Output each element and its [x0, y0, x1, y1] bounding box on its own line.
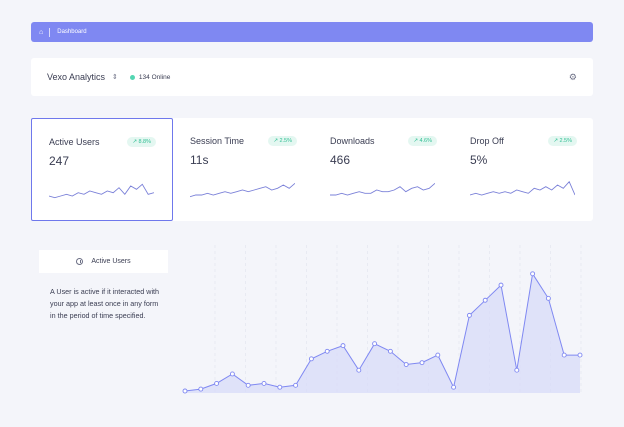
data-point: [577, 352, 583, 358]
online-indicator: 134 Online: [129, 73, 171, 81]
chart-area-fill: [185, 273, 580, 393]
metric-title: Session Time: [190, 136, 245, 146]
data-point: [387, 348, 393, 354]
data-point: [435, 352, 441, 358]
data-point: [482, 297, 488, 303]
online-dot-icon: [129, 74, 135, 80]
trend-badge: ↗ 8.8%: [127, 137, 156, 147]
chart-points: [182, 271, 583, 394]
metric-value: 247: [49, 154, 70, 168]
data-point: [277, 384, 283, 390]
online-count: 134 Online: [138, 73, 171, 81]
home-icon[interactable]: ⌂: [39, 28, 44, 36]
data-point: [403, 362, 409, 367]
metric-card-drop-off[interactable]: Drop Off ↗ 2.5% 5%: [453, 118, 593, 221]
tab-label: Active Users: [91, 258, 131, 265]
data-point: [530, 271, 536, 277]
sparkline-path: [190, 182, 295, 198]
breadcrumb-current: Dashboard: [57, 29, 87, 35]
metric-card-downloads[interactable]: Downloads ↗ 4.6% 466: [313, 118, 453, 221]
metric-card-session-time[interactable]: Session Time ↗ 2.5% 11s: [173, 118, 313, 221]
metric-title: Downloads: [330, 136, 375, 146]
data-point: [356, 367, 362, 373]
trend-badge: ↗ 4.6%: [408, 136, 437, 146]
data-point: [293, 382, 299, 388]
sparkline-path: [330, 182, 435, 196]
metric-card-active-users[interactable]: Active Users ↗ 8.8% 247: [31, 118, 173, 221]
data-point: [419, 360, 425, 366]
breadcrumb: ⌂ Dashboard: [31, 22, 593, 42]
data-point: [261, 380, 267, 386]
data-point: [308, 356, 314, 362]
data-point: [182, 388, 188, 394]
metric-value: 11s: [190, 153, 209, 167]
trend-badge: ↗ 2.5%: [548, 136, 577, 146]
chevron-updown-icon: ⇕: [112, 74, 118, 81]
data-point: [214, 380, 220, 386]
breadcrumb-separator: [49, 27, 51, 37]
data-point: [340, 343, 346, 349]
data-point: [451, 384, 457, 390]
tab-active-users[interactable]: Active Users: [39, 250, 168, 273]
data-point: [229, 371, 235, 377]
data-point: [514, 367, 520, 373]
chart-series-line: [184, 272, 580, 392]
data-point: [324, 348, 330, 354]
active-users-description: A User is active if it interacted with y…: [50, 287, 160, 320]
metrics-row: Active Users ↗ 8.8% 247 Session Time ↗ 2…: [31, 118, 593, 221]
app-selector[interactable]: Vexo Analytics ⇕: [47, 72, 118, 82]
trend-badge: ↗ 2.5%: [268, 136, 297, 146]
metric-title: Active Users: [49, 137, 100, 147]
sparkline: [190, 182, 295, 198]
sparkline-path: [470, 180, 575, 196]
sparkline: [49, 183, 154, 199]
data-point: [245, 382, 251, 388]
toolbar: Vexo Analytics ⇕ 134 Online ⚙: [31, 58, 593, 96]
data-point: [198, 386, 204, 392]
app-name: Vexo Analytics: [47, 72, 106, 82]
sparkline: [470, 180, 575, 196]
data-point: [545, 295, 551, 301]
sliders-icon[interactable]: ⚙: [568, 71, 577, 82]
clock-icon: [76, 258, 84, 265]
metric-value: 466: [330, 153, 351, 167]
data-point: [561, 352, 567, 358]
sparkline: [330, 182, 435, 196]
metric-title: Drop Off: [470, 136, 504, 146]
data-point: [372, 341, 378, 347]
active-users-chart: [182, 245, 583, 394]
sparkline-path: [49, 183, 154, 199]
data-point: [466, 312, 472, 318]
data-point: [498, 282, 504, 288]
metric-value: 5%: [470, 153, 488, 167]
